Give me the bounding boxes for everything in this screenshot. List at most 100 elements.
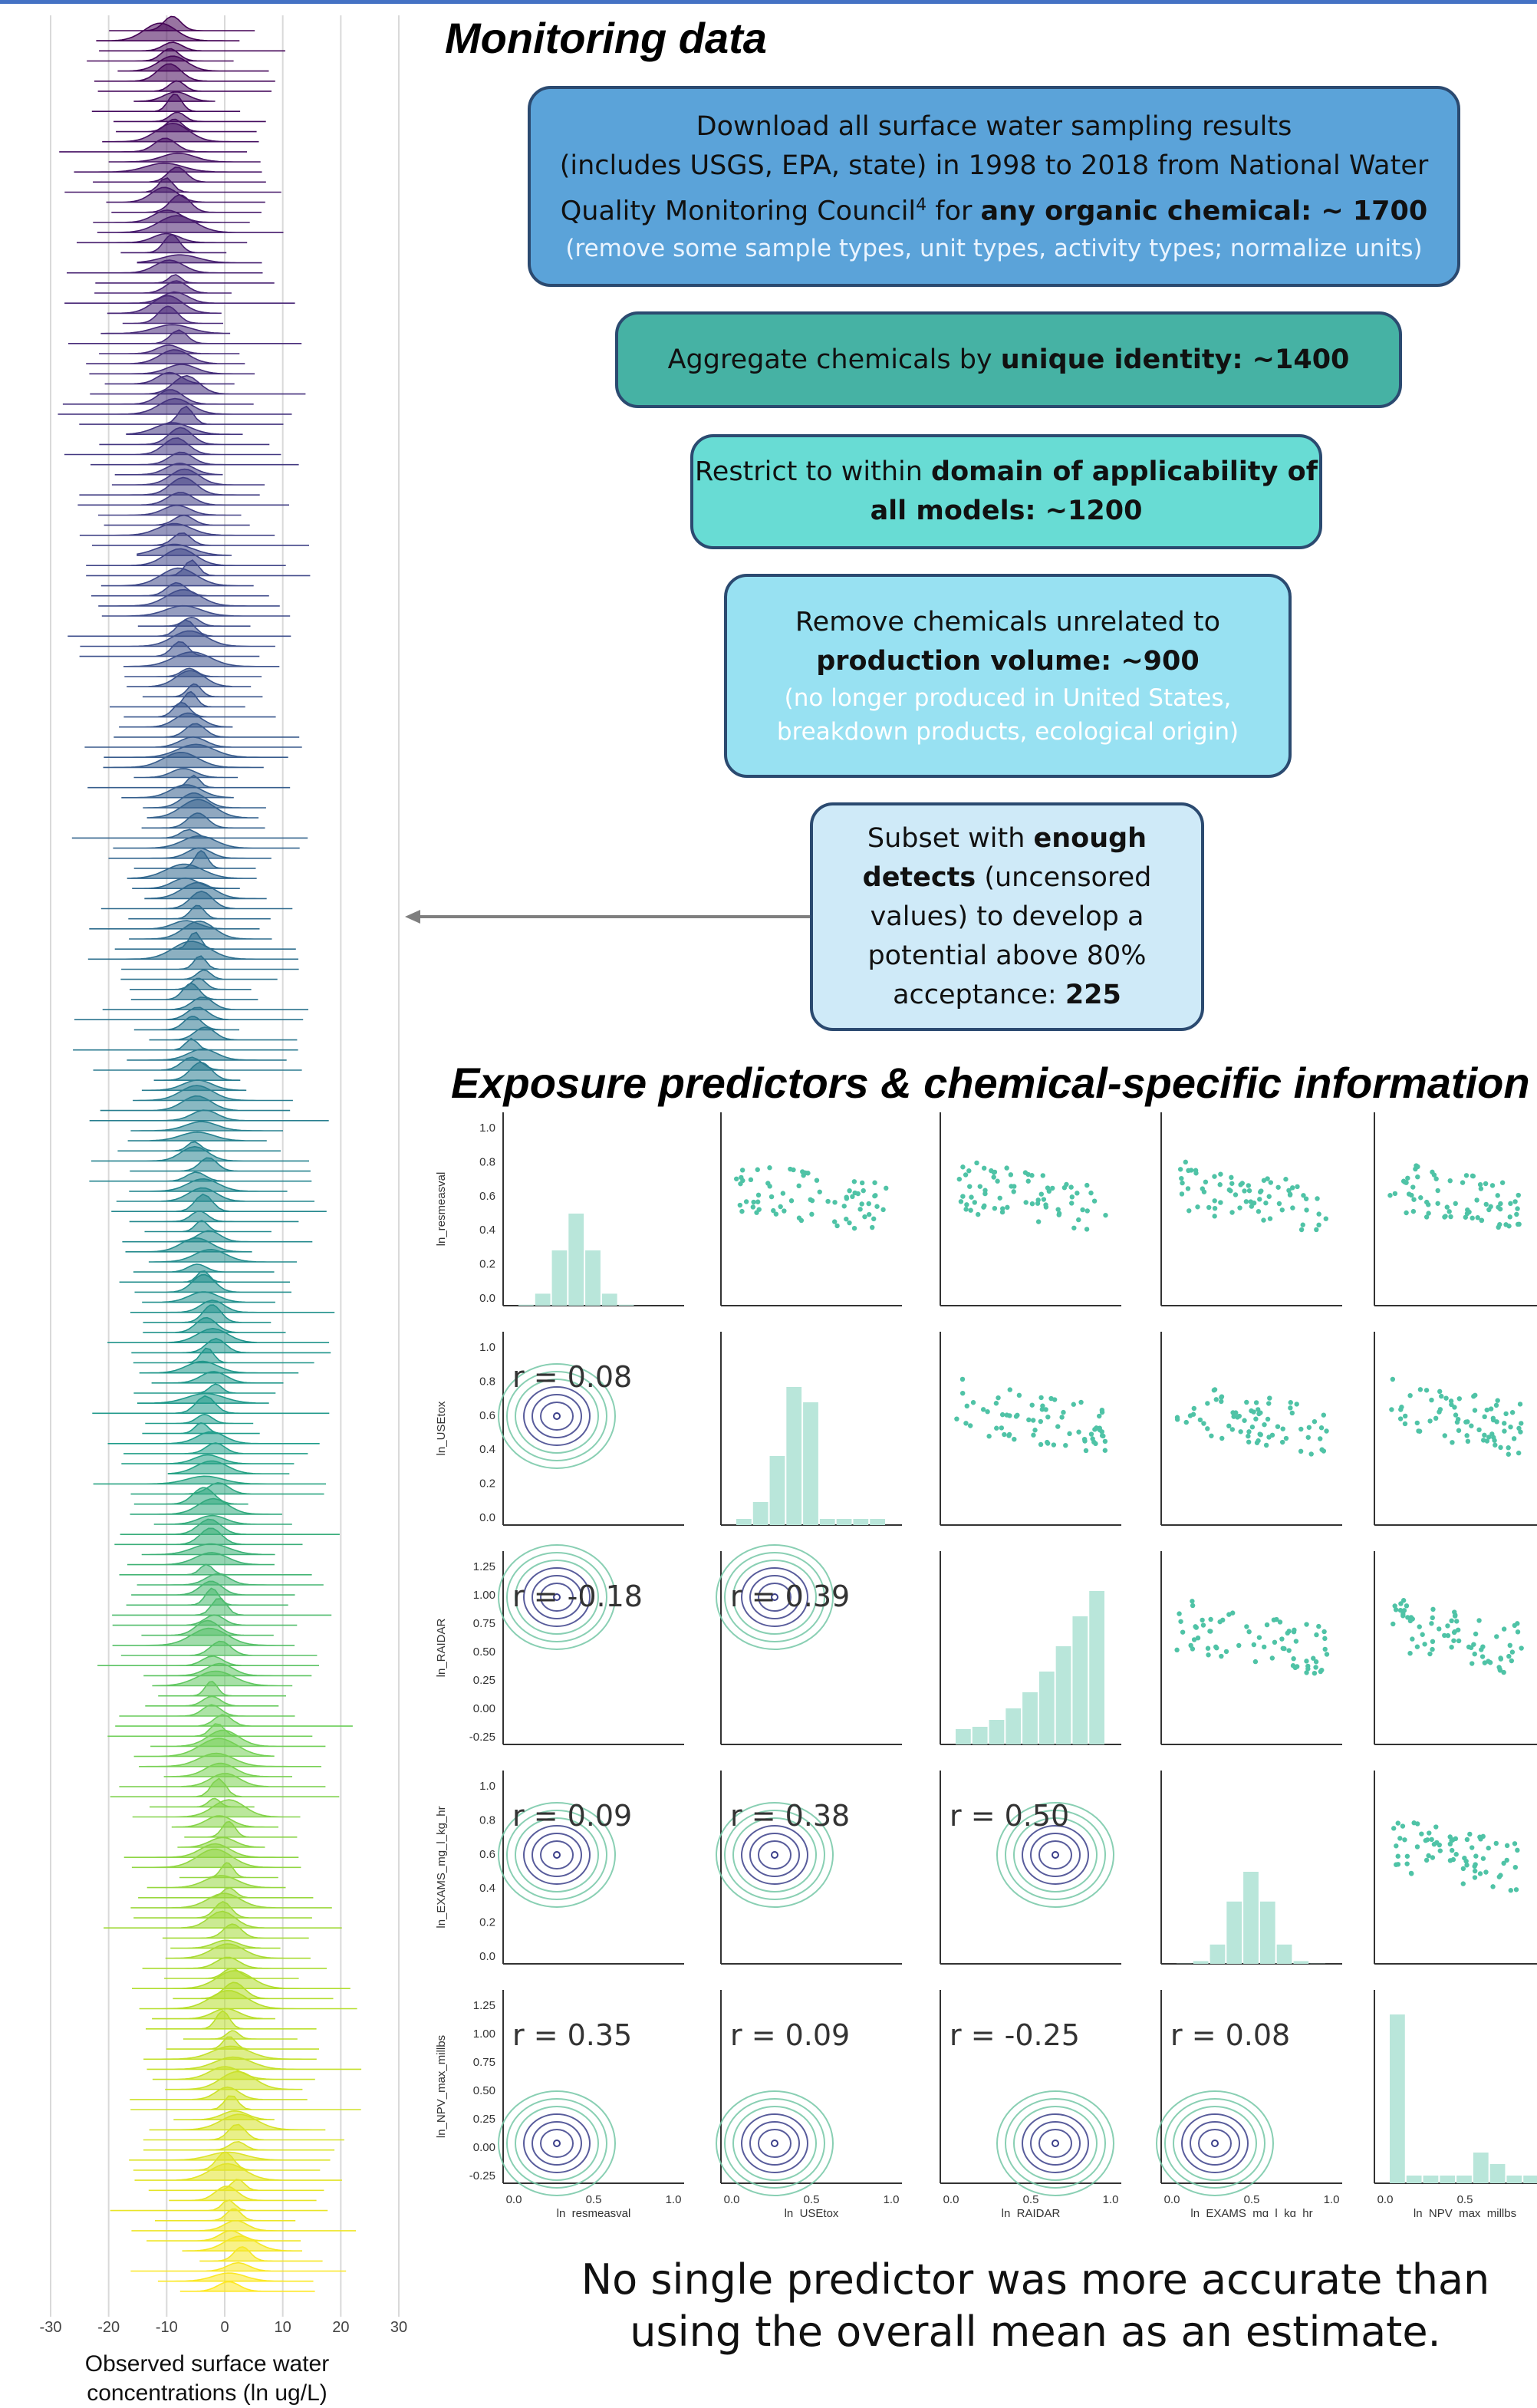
scatter-point [1203, 1180, 1208, 1184]
scatter-point [1405, 1615, 1410, 1619]
scatter-point [1401, 1598, 1406, 1603]
ridge-density-curve [132, 1850, 301, 1868]
scatter-point [1473, 1393, 1477, 1398]
ridge-density-curve [64, 438, 281, 455]
scatter-point [1429, 1398, 1433, 1402]
histogram-bar [1193, 1961, 1209, 1964]
ridge-x-tick-label: -10 [156, 2319, 178, 2336]
histogram-bar [853, 1519, 868, 1525]
scatter-point [1430, 1170, 1434, 1174]
scatter-point [778, 1204, 782, 1209]
flow-step-subset-bold2: detects [863, 862, 976, 893]
scatter-point [782, 1208, 786, 1213]
scatter-point [1061, 1410, 1065, 1415]
scatter-point [1417, 1429, 1422, 1434]
scatter-point [1275, 1185, 1280, 1190]
scatter-point [1101, 1434, 1105, 1438]
scatter-point [960, 1164, 965, 1169]
scatter-point [1508, 1643, 1512, 1648]
ridge-density-curve [58, 399, 292, 414]
ridge-density-curve [102, 124, 258, 142]
scatter-point [1076, 1430, 1081, 1435]
correlation-label: r = 0.08 [1170, 2018, 1290, 2052]
scatter-point [1473, 1875, 1477, 1879]
ridge-density-curve [100, 324, 230, 333]
ridge-density-curve [143, 1958, 327, 1968]
scatter-point [960, 1377, 965, 1382]
pair-panel-ln_RAIDAR-ln_resmeasval: r = -0.18 [499, 1545, 684, 1744]
monitoring-data-heading: Monitoring data [445, 8, 767, 69]
scatter-point [1275, 1424, 1280, 1428]
ridge-density-curve [121, 785, 233, 798]
pair-panel-ln_resmeasval-ln_RAIDAR [940, 1112, 1121, 1306]
ridge-density-curve [143, 2142, 334, 2150]
ridge-density-curve [92, 1396, 329, 1414]
scatter-point [1026, 1179, 1031, 1184]
histogram-bar [1473, 2153, 1489, 2183]
ridge-density-curve [120, 235, 226, 252]
ridge-density-curve [74, 163, 262, 173]
ridge-density-curve [97, 23, 239, 41]
scatter-point [1031, 1433, 1035, 1438]
scatter-point [1179, 1176, 1183, 1181]
pair-panel-ln_USEtox-ln_RAIDAR [940, 1332, 1121, 1525]
scatter-point [1506, 1224, 1511, 1228]
scatter-point [1391, 1826, 1396, 1830]
scatter-point [1209, 1434, 1213, 1438]
scatter-point [801, 1173, 805, 1178]
scatter-point [994, 1426, 999, 1431]
scatter-point [751, 1204, 755, 1209]
scatter-point [739, 1209, 744, 1214]
scatter-point [968, 1208, 973, 1213]
scatter-point [1418, 1387, 1423, 1392]
scatter-point [1494, 1403, 1499, 1408]
scatter-point [853, 1191, 857, 1195]
scatter-point [1506, 1445, 1510, 1450]
scatter-point [1292, 1628, 1296, 1632]
scatter-point [1206, 1646, 1210, 1651]
scatter-point [1178, 1619, 1183, 1624]
scatter-point [860, 1181, 864, 1185]
scatter-point [1244, 1624, 1249, 1629]
pair-panel-ln_EXAMS_mg_l_kg_hr-ln_RAIDAR: r = 0.50 [940, 1771, 1121, 1964]
pair-y-tick-label: 0.6 [479, 1409, 495, 1422]
scatter-point [1212, 1214, 1216, 1218]
ridge-density-curve [123, 652, 279, 667]
scatter-point [1031, 1418, 1035, 1422]
scatter-point [985, 1409, 989, 1414]
scatter-point [1478, 1182, 1483, 1187]
scatter-point [1420, 1632, 1424, 1637]
scatter-point [1270, 1433, 1275, 1438]
histogram-bar [1423, 2176, 1439, 2183]
pair-x-tick-label: 0.0 [506, 2193, 522, 2206]
scatter-point [1473, 1652, 1477, 1656]
pair-panel-ln_EXAMS_mg_l_kg_hr-ln_EXAMS_mg_l_kg_hr [1161, 1771, 1342, 1964]
scatter-point [1448, 1178, 1453, 1183]
ridge-x-tick-label: 30 [390, 2319, 407, 2336]
scatter-point [1410, 1184, 1415, 1189]
flow-step-download-for: for [926, 196, 980, 227]
scatter-point [1280, 1207, 1285, 1212]
scatter-point [734, 1177, 739, 1181]
scatter-point [1252, 1201, 1256, 1205]
scatter-point [995, 1179, 999, 1184]
scatter-point [1195, 1204, 1200, 1209]
ridge-density-curve [129, 921, 272, 939]
scatter-point [973, 1200, 977, 1204]
histogram-bar [1243, 1872, 1259, 1964]
flow-step-remove-note1: (no longer produced in United States, [785, 681, 1232, 715]
scatter-point [874, 1204, 879, 1209]
scatter-point [738, 1203, 742, 1207]
scatter-point [1404, 1861, 1409, 1866]
scatter-point [832, 1200, 837, 1204]
scatter-point [1466, 1210, 1471, 1214]
correlation-label: r = 0.09 [730, 2018, 850, 2052]
scatter-point [1319, 1668, 1324, 1672]
scatter-point [1068, 1184, 1073, 1189]
scatter-point [1180, 1629, 1185, 1634]
scatter-point [1509, 1888, 1513, 1892]
scatter-point [1071, 1402, 1076, 1407]
scatter-point [1519, 1645, 1523, 1650]
ridge-density-curve [163, 1924, 309, 1938]
scatter-point [867, 1212, 871, 1217]
